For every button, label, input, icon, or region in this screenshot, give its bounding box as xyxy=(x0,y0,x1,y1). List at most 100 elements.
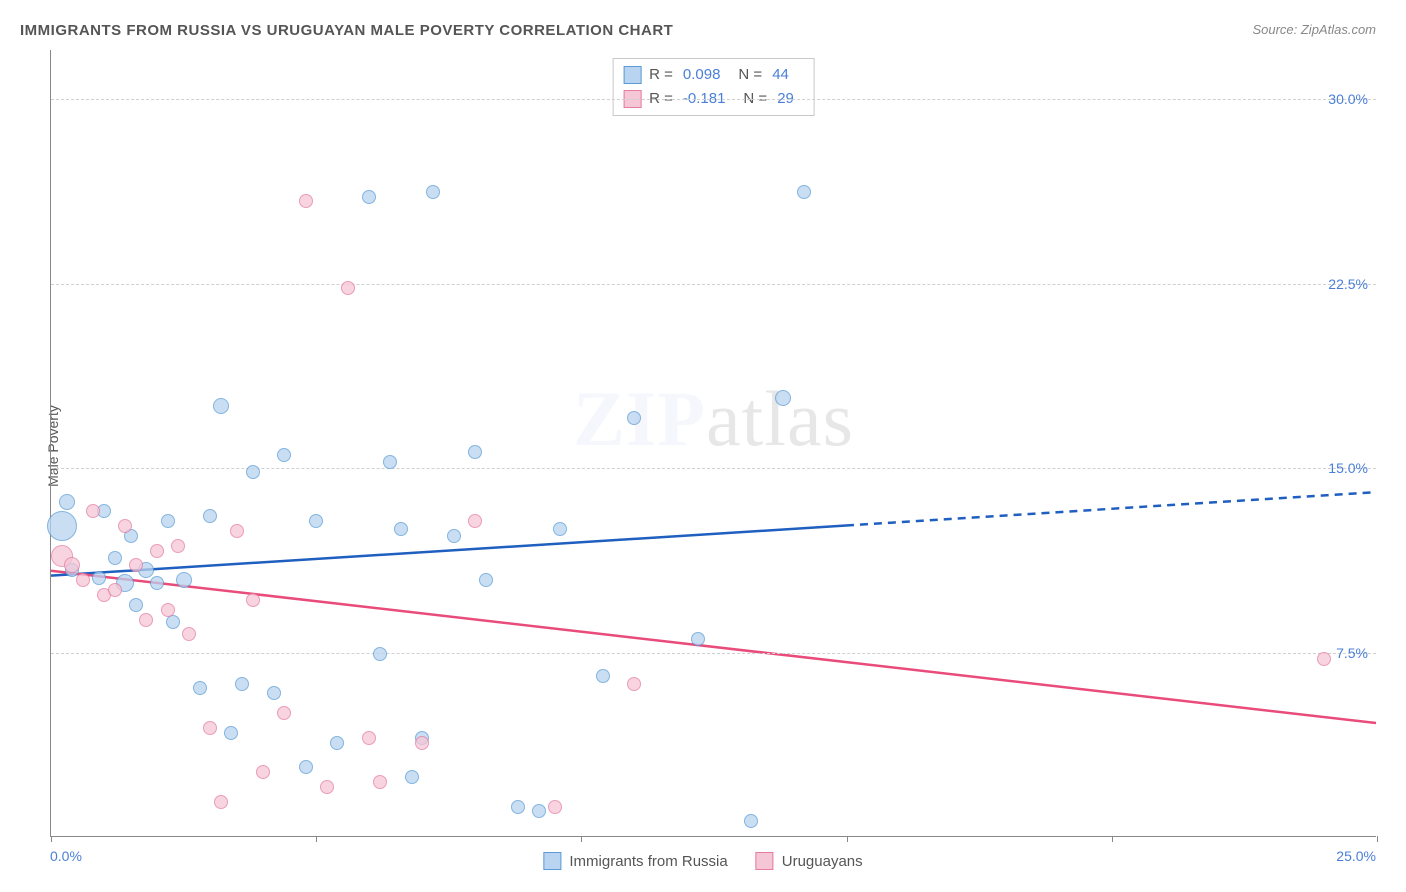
data-point xyxy=(797,185,811,199)
legend-swatch xyxy=(756,852,774,870)
data-point xyxy=(150,576,164,590)
data-point xyxy=(76,573,90,587)
data-point xyxy=(108,583,122,597)
data-point xyxy=(744,814,758,828)
data-point xyxy=(139,613,153,627)
data-point xyxy=(468,445,482,459)
data-point xyxy=(203,509,217,523)
y-tick-label: 30.0% xyxy=(1328,91,1368,107)
x-tick-label-left: 0.0% xyxy=(50,848,82,864)
x-tick-mark xyxy=(581,836,582,842)
data-point xyxy=(299,760,313,774)
data-point xyxy=(224,726,238,740)
data-point xyxy=(171,539,185,553)
data-point xyxy=(1317,652,1331,666)
data-point xyxy=(299,194,313,208)
data-point xyxy=(230,524,244,538)
data-point xyxy=(59,494,75,510)
data-point xyxy=(426,185,440,199)
y-tick-label: 22.5% xyxy=(1328,276,1368,292)
x-tick-mark xyxy=(316,836,317,842)
data-point xyxy=(373,775,387,789)
data-point xyxy=(553,522,567,536)
data-point xyxy=(691,632,705,646)
data-point xyxy=(129,598,143,612)
series-legend-label: Immigrants from Russia xyxy=(569,853,727,870)
watermark: ZIPatlas xyxy=(573,374,854,464)
gridline xyxy=(51,99,1376,100)
data-point xyxy=(150,544,164,558)
data-point xyxy=(161,603,175,617)
plot-area: ZIPatlas R =0.098 N =44 R =-0.181 N =29 … xyxy=(50,50,1376,837)
data-point xyxy=(341,281,355,295)
data-point xyxy=(362,731,376,745)
data-point xyxy=(64,557,80,573)
data-point xyxy=(86,504,100,518)
legend-row: R = 0.098 N = 44 xyxy=(623,63,804,87)
data-point xyxy=(362,190,376,204)
data-point xyxy=(176,572,192,588)
chart-source: Source: ZipAtlas.com xyxy=(1252,22,1376,37)
data-point xyxy=(267,686,281,700)
data-point xyxy=(415,736,429,750)
data-point xyxy=(182,627,196,641)
data-point xyxy=(447,529,461,543)
data-point xyxy=(92,571,106,585)
series-legend: Immigrants from Russia Uruguayans xyxy=(543,852,862,870)
data-point xyxy=(161,514,175,528)
data-point xyxy=(309,514,323,528)
x-tick-mark xyxy=(51,836,52,842)
data-point xyxy=(203,721,217,735)
data-point xyxy=(627,411,641,425)
gridline xyxy=(51,653,1376,654)
data-point xyxy=(373,647,387,661)
data-point xyxy=(394,522,408,536)
data-point xyxy=(47,511,77,541)
legend-r-value: 0.098 xyxy=(683,63,721,87)
data-point xyxy=(468,514,482,528)
data-point xyxy=(320,780,334,794)
trend-lines xyxy=(51,50,1376,836)
gridline xyxy=(51,284,1376,285)
chart-title: IMMIGRANTS FROM RUSSIA VS URUGUAYAN MALE… xyxy=(20,22,673,39)
data-point xyxy=(213,398,229,414)
y-tick-label: 7.5% xyxy=(1336,645,1368,661)
x-tick-mark xyxy=(1112,836,1113,842)
data-point xyxy=(627,677,641,691)
data-point xyxy=(775,390,791,406)
correlation-legend: R =0.098 N =44 R =-0.181 N =29 xyxy=(612,58,815,116)
data-point xyxy=(479,573,493,587)
data-point xyxy=(548,800,562,814)
data-point xyxy=(235,677,249,691)
legend-n-label: N = xyxy=(738,63,762,87)
data-point xyxy=(256,765,270,779)
series-legend-label: Uruguayans xyxy=(782,853,863,870)
correlation-chart: IMMIGRANTS FROM RUSSIA VS URUGUAYAN MALE… xyxy=(0,0,1406,892)
x-tick-label-right: 25.0% xyxy=(1336,848,1376,864)
data-point xyxy=(214,795,228,809)
data-point xyxy=(193,681,207,695)
legend-r-label: R = xyxy=(649,63,673,87)
series-legend-item: Uruguayans xyxy=(756,852,863,870)
data-point xyxy=(405,770,419,784)
series-legend-item: Immigrants from Russia xyxy=(543,852,727,870)
data-point xyxy=(166,615,180,629)
data-point xyxy=(246,593,260,607)
data-point xyxy=(383,455,397,469)
data-point xyxy=(330,736,344,750)
data-point xyxy=(277,448,291,462)
data-point xyxy=(108,551,122,565)
data-point xyxy=(532,804,546,818)
data-point xyxy=(118,519,132,533)
x-tick-mark xyxy=(847,836,848,842)
legend-swatch xyxy=(623,66,641,84)
legend-n-value: 44 xyxy=(772,63,789,87)
x-tick-mark xyxy=(1377,836,1378,842)
data-point xyxy=(129,558,143,572)
data-point xyxy=(246,465,260,479)
legend-swatch xyxy=(543,852,561,870)
data-point xyxy=(277,706,291,720)
data-point xyxy=(596,669,610,683)
data-point xyxy=(511,800,525,814)
y-tick-label: 15.0% xyxy=(1328,460,1368,476)
